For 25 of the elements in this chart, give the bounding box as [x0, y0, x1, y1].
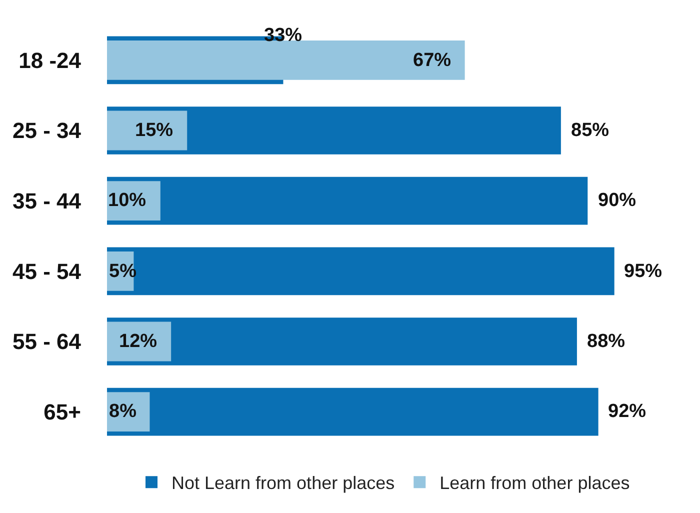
bar — [107, 318, 577, 366]
y-tick-label: 65+ — [44, 400, 81, 425]
y-tick-label: 18 -24 — [18, 48, 82, 73]
legend-label: Learn from other places — [440, 473, 630, 494]
data-label: 12% — [119, 331, 158, 352]
data-label: 88% — [587, 331, 626, 352]
bar — [107, 247, 614, 296]
legend-label: Not Learn from other places — [172, 473, 395, 494]
data-label: 15% — [135, 120, 174, 141]
data-label: 90% — [598, 190, 636, 211]
y-tick-label: 35 - 44 — [12, 188, 82, 214]
data-label: 33% — [264, 25, 302, 46]
data-label: 85% — [571, 120, 610, 141]
bar — [107, 176, 588, 225]
data-label: 67% — [413, 50, 452, 71]
data-label: 8% — [109, 401, 137, 422]
data-label: 92% — [608, 401, 646, 422]
y-tick-label: 55 - 64 — [12, 329, 82, 354]
y-tick-label: 25 - 34 — [12, 118, 82, 144]
y-tick-label: 45 - 54 — [12, 258, 82, 284]
data-label: 95% — [624, 261, 662, 282]
bar — [107, 388, 598, 436]
bar — [107, 40, 465, 80]
bar — [107, 110, 188, 150]
data-label: 10% — [108, 190, 146, 211]
